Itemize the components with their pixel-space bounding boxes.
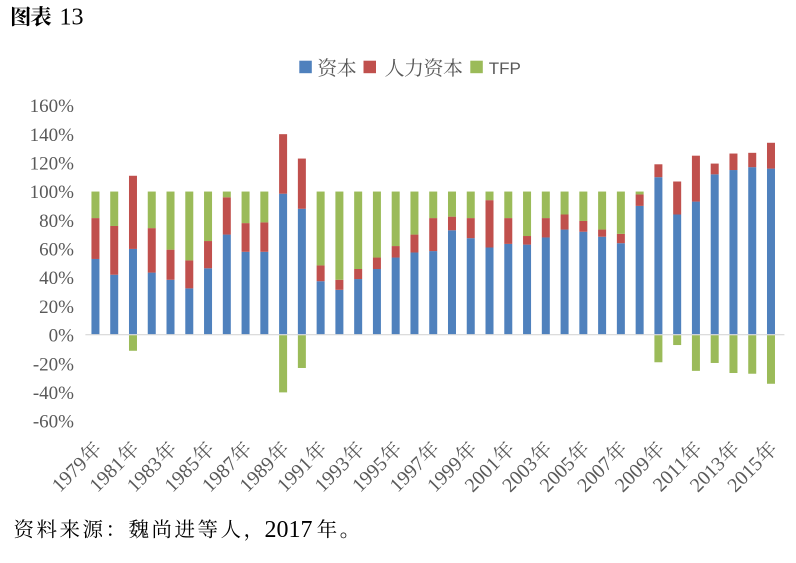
svg-text:0%: 0% [49,326,75,347]
svg-text:140%: 140% [30,125,75,146]
svg-text:40%: 40% [39,268,74,289]
svg-text:60%: 60% [39,240,74,261]
svg-text:2017: 2017 [265,517,313,543]
svg-text:-60%: -60% [33,412,74,433]
svg-text:80%: 80% [39,211,74,232]
svg-text:-40%: -40% [33,383,74,404]
svg-text:120%: 120% [30,154,75,175]
svg-text:13: 13 [60,5,84,31]
svg-text:160%: 160% [30,96,75,117]
svg-text:20%: 20% [39,297,74,318]
svg-text:-20%: -20% [33,354,74,375]
svg-text:100%: 100% [30,182,75,203]
svg-text:TFP: TFP [489,59,521,78]
